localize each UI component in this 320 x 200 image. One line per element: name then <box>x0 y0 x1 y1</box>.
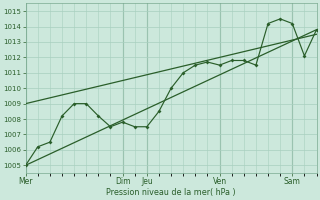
X-axis label: Pression niveau de la mer( hPa ): Pression niveau de la mer( hPa ) <box>106 188 236 197</box>
